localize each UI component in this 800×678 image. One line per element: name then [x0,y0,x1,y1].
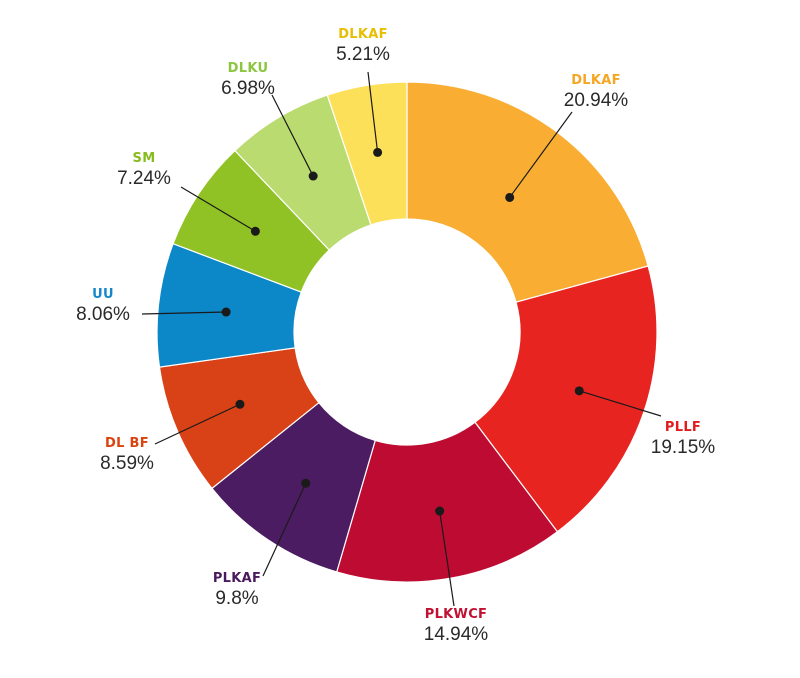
leader-line [180,186,256,232]
slice-percent-label: 8.59% [100,453,154,474]
slice-dot [505,192,515,202]
donut-slice [326,81,408,226]
slice-dot [301,478,311,488]
slice-percent-label: 19.15% [650,437,716,458]
slice-percent-label: 14.94% [423,624,489,645]
slice-label: DLKAF 20.94% [526,74,666,110]
slice-label: PLKAF 9.8% [167,572,307,608]
slice-category-label: DL BF [105,436,149,451]
leader-line [141,311,227,315]
slice-category-label: DLKAF [571,73,621,88]
slice-percent-label: 20.94% [563,90,629,111]
leader-line [579,390,662,417]
leader-line [509,111,573,198]
slice-category-label: UU [92,287,114,302]
slice-label: UU 8.06% [33,288,173,324]
donut-slice [335,421,559,583]
leader-line [262,482,307,577]
leader-line [271,94,314,177]
slice-label: DLKAF 5.21% [293,28,433,64]
leader-line [367,71,379,153]
slice-category-label: DLKAF [338,27,388,42]
slice-dot [250,226,260,236]
slice-category-label: DLKU [227,61,269,76]
slice-label: DL BF 8.59% [57,437,197,473]
slice-category-label: SM [132,151,156,166]
slice-category-label: PLKAF [212,571,262,586]
slice-dot [574,386,584,396]
slice-dot [308,171,318,181]
slice-percent-label: 5.21% [336,44,390,65]
slice-category-label: PLKWCF [424,607,488,622]
slice-dot [435,506,445,516]
slice-dot [235,399,245,409]
slice-dot [373,147,383,157]
slice-percent-label: 7.24% [117,168,171,189]
slice-label: PLLF 19.15% [613,421,753,457]
slice-category-label: PLLF [664,420,702,435]
slice-dot [221,307,231,317]
donut-slice [406,81,649,303]
slice-label: DLKU 6.98% [178,62,318,98]
slice-percent-label: 8.06% [76,304,130,325]
slice-percent-label: 6.98% [221,78,275,99]
leader-line [439,510,455,607]
leader-line [154,403,241,445]
slice-percent-label: 9.8% [215,588,259,609]
donut-slice [474,265,658,533]
slice-label: SM 7.24% [74,152,214,188]
slice-label: PLKWCF 14.94% [386,608,526,644]
